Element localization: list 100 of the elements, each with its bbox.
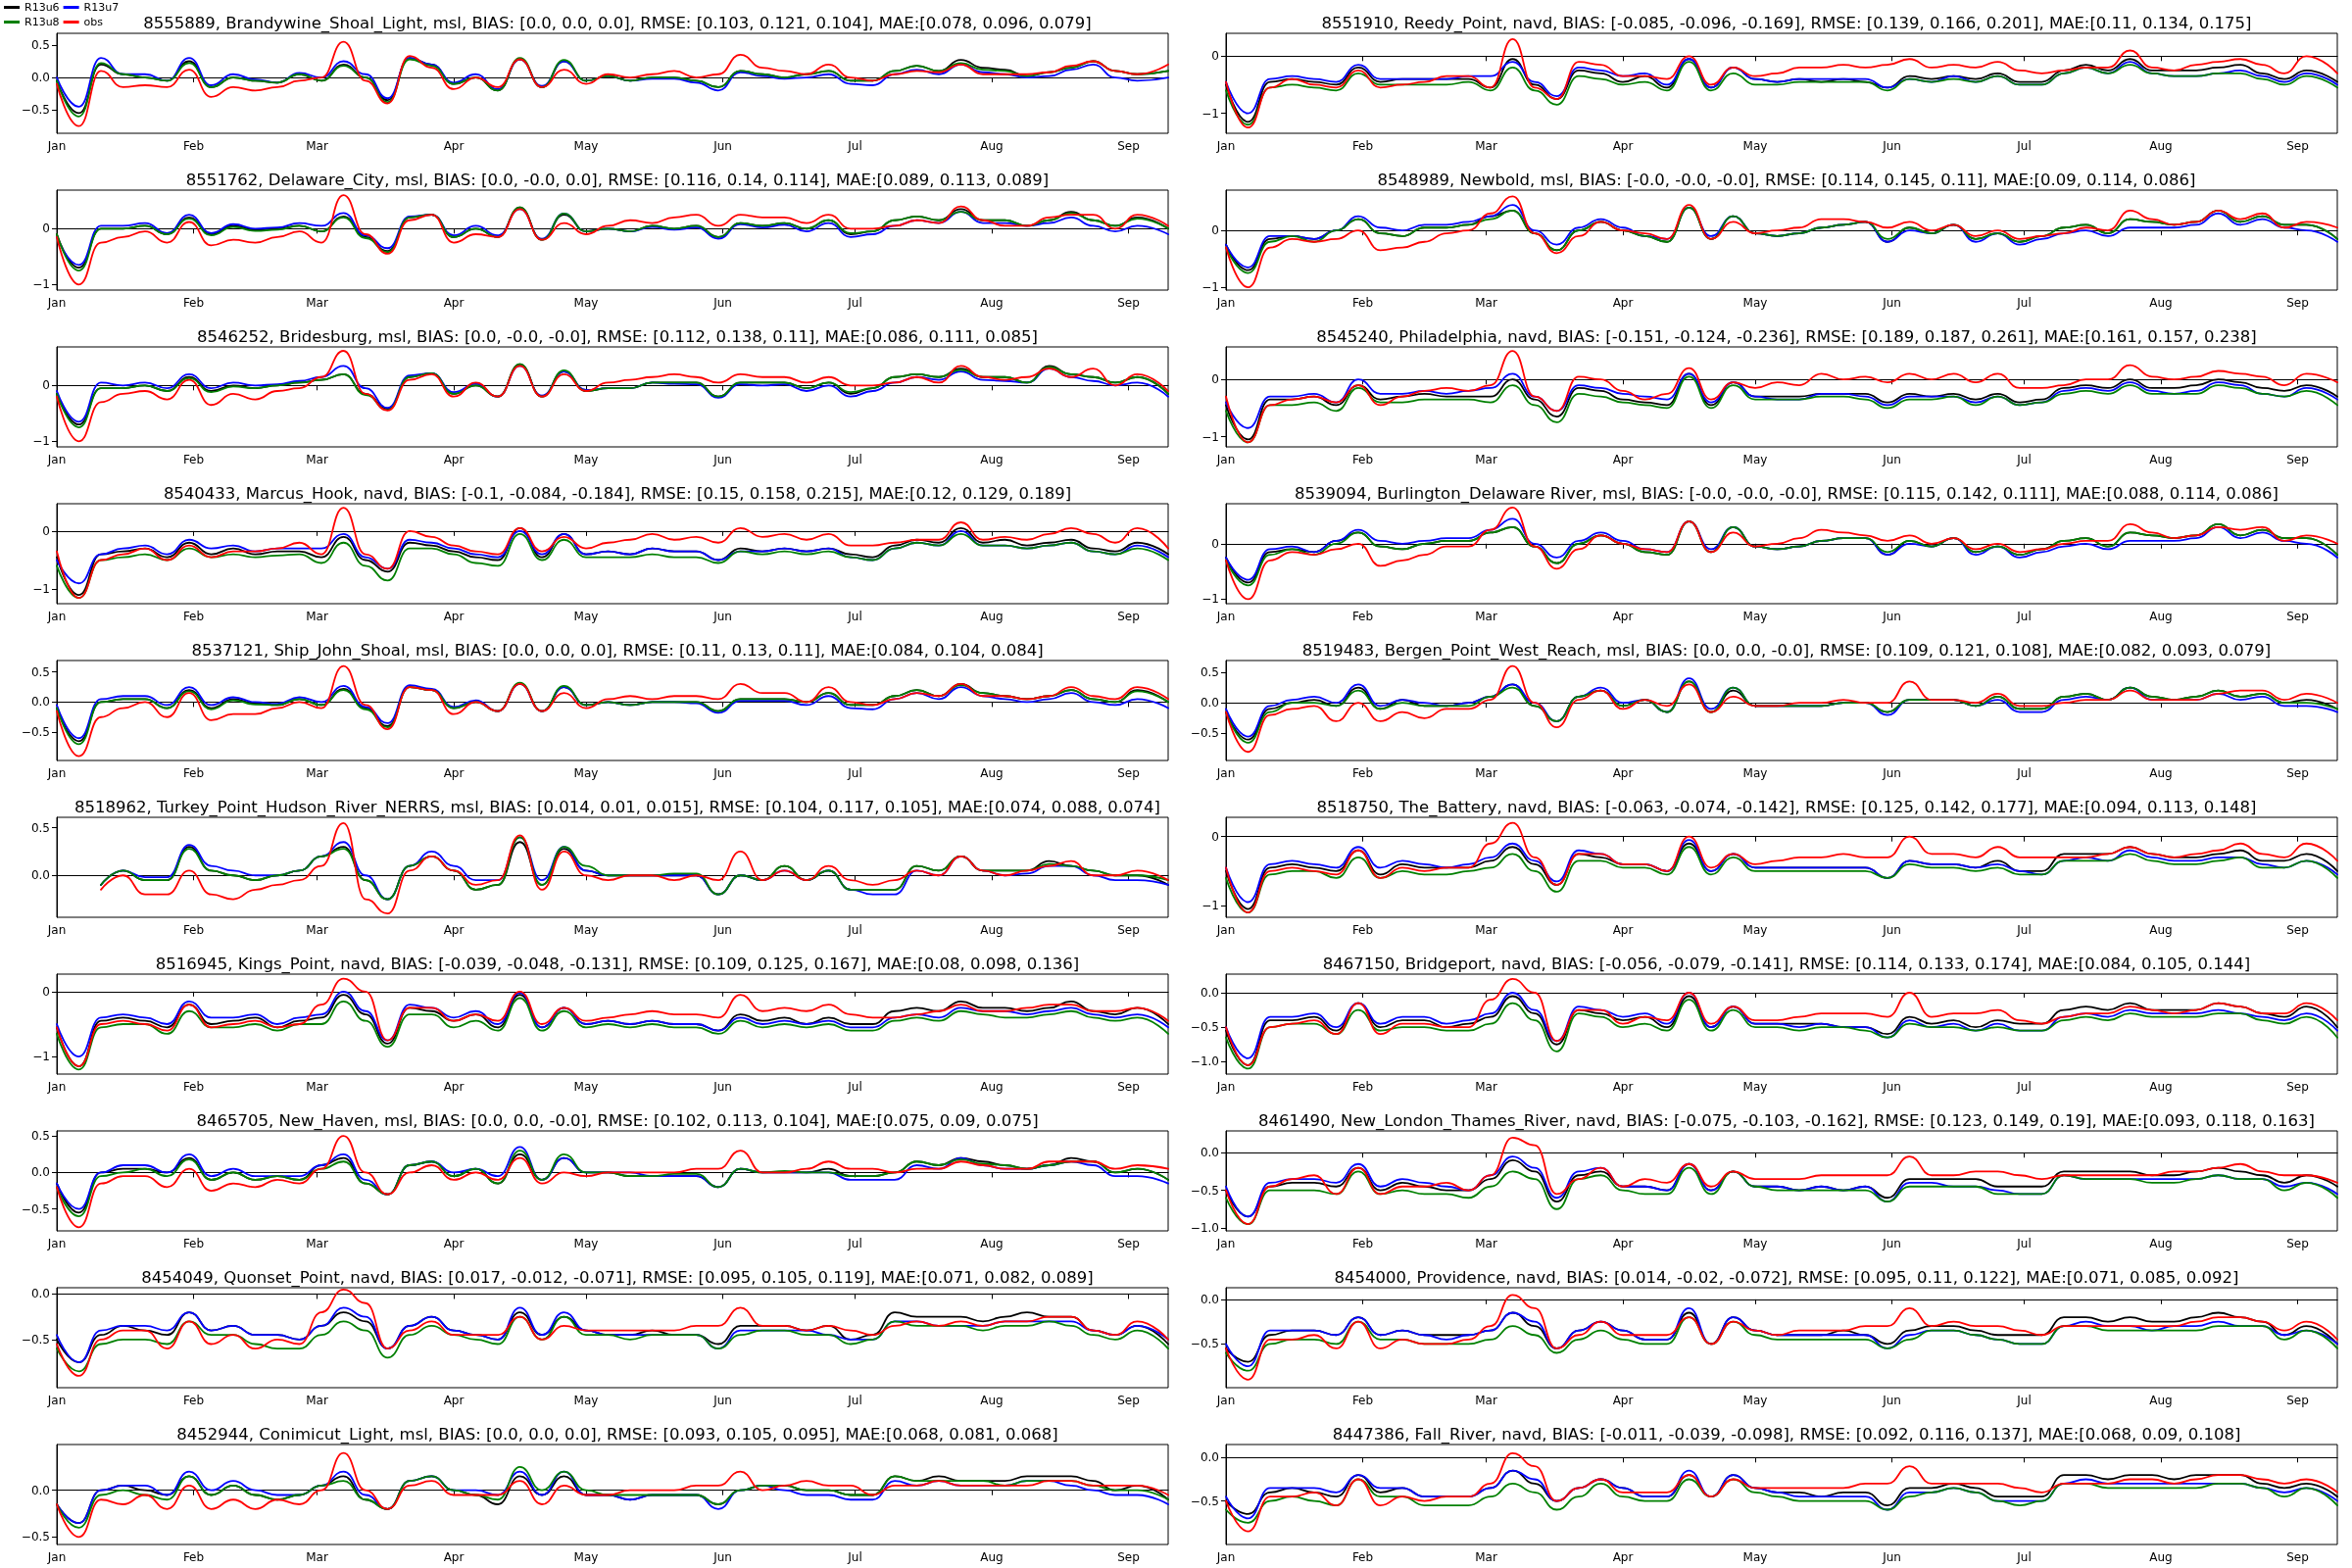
x-tick-label: Jul [2016, 1237, 2032, 1250]
x-tick-label: Jul [847, 1550, 862, 1564]
x-tick-label: Apr [443, 766, 465, 780]
y-tick-label: −1.0 [1190, 1220, 1219, 1235]
y-tick-label: 0.0 [30, 868, 50, 883]
x-tick-label: May [1742, 296, 1768, 310]
y-tick-label: 0.0 [30, 1483, 50, 1497]
x-tick-label: May [1742, 1394, 1768, 1407]
y-tick-label: 0 [42, 984, 50, 999]
x-tick-label: Feb [1351, 1080, 1374, 1094]
x-tick-label: May [1742, 923, 1768, 937]
x-tick-label: Jun [1882, 766, 1901, 780]
y-tick-label: 0 [1211, 49, 1219, 64]
x-tick-label: Jun [712, 766, 732, 780]
x-tick-label: Mar [306, 923, 328, 937]
y-tick-label: 0.0 [30, 1287, 50, 1301]
chart-title: 8454049, Quonset_Point, navd, BIAS: [0.017, -0.012, -0.071], RMSE: [0.095, 0.105, 0.119], MAE:[0.071, 0.082, 0.089] [141, 1268, 1094, 1288]
x-tick-label: Sep [1117, 139, 1140, 153]
x-tick-label: Apr [443, 139, 465, 153]
y-tick-label: −0.5 [1190, 1020, 1219, 1035]
y-tick-label: 0.0 [1200, 1450, 1219, 1465]
x-tick-label: May [1742, 1237, 1768, 1250]
x-tick-label: Sep [2286, 1394, 2309, 1407]
chart-title: 8555889, Brandywine_Shoal_Light, msl, BIAS: [0.0, 0.0, 0.0], RMSE: [0.103, 0.121, 0.104], MAE:[0.078, 0.096, 0.079] [143, 14, 1092, 33]
x-tick-label: Jan [46, 139, 67, 153]
x-tick-label: Aug [980, 610, 1004, 623]
x-tick-label: Mar [306, 453, 328, 466]
y-tick-label: −0.5 [21, 1530, 50, 1544]
x-tick-label: Mar [306, 1237, 328, 1250]
y-tick-label: 0.0 [30, 695, 50, 710]
x-tick-label: Feb [182, 296, 205, 310]
x-tick-label: Apr [1612, 1550, 1634, 1564]
x-tick-label: Jun [712, 1394, 732, 1407]
x-tick-label: Jun [712, 453, 732, 466]
chart-title: 8546252, Bridesburg, msl, BIAS: [0.0, -0.0, -0.0], RMSE: [0.112, 0.138, 0.11], MAE:[0.086, 0.111, 0.085] [197, 327, 1038, 346]
x-tick-label: Jun [1882, 453, 1901, 466]
y-tick-label: −1.0 [1190, 1054, 1219, 1069]
x-tick-label: Jan [1215, 139, 1236, 153]
x-tick-label: Jun [1882, 1550, 1901, 1564]
x-tick-label: Jan [1215, 766, 1236, 780]
x-tick-label: Mar [1475, 766, 1497, 780]
x-tick-label: Jan [1215, 1550, 1236, 1564]
x-tick-label: Apr [443, 453, 465, 466]
x-tick-label: Jan [46, 610, 67, 623]
chart-title: 8537121, Ship_John_Shoal, msl, BIAS: [0.0, 0.0, 0.0], RMSE: [0.11, 0.13, 0.11], MAE:[0.084, 0.104, 0.084] [191, 641, 1044, 661]
chart-title: 8551910, Reedy_Point, navd, BIAS: [-0.085, -0.096, -0.169], RMSE: [0.139, 0.166, 0.201], MAE:[0.11, 0.134, 0.175] [1321, 14, 2252, 33]
x-tick-label: Mar [1475, 1394, 1497, 1407]
x-tick-label: Aug [2149, 139, 2173, 153]
x-tick-label: Jun [712, 139, 732, 153]
chart-title: 8518750, The_Battery, navd, BIAS: [-0.063, -0.074, -0.142], RMSE: [0.125, 0.142, 0.177], MAE:[0.094, 0.113, 0.148] [1316, 798, 2257, 817]
y-tick-label: −0.5 [21, 1201, 50, 1216]
x-tick-label: Jul [2016, 610, 2032, 623]
x-tick-label: Mar [306, 1080, 328, 1094]
x-tick-label: Apr [443, 1394, 465, 1407]
y-tick-label: 0.5 [30, 820, 50, 835]
x-tick-label: Jun [1882, 1237, 1901, 1250]
x-tick-label: Jul [847, 766, 862, 780]
y-tick-label: −1 [32, 277, 50, 292]
x-tick-label: Mar [1475, 139, 1497, 153]
y-tick-label: 0 [42, 378, 50, 393]
x-tick-label: Mar [306, 610, 328, 623]
x-tick-label: Sep [1117, 1394, 1140, 1407]
x-tick-label: Feb [1351, 453, 1374, 466]
x-tick-label: Feb [182, 1394, 205, 1407]
x-tick-label: Sep [1117, 766, 1140, 780]
x-tick-label: Jan [46, 766, 67, 780]
x-tick-label: Aug [2149, 923, 2173, 937]
x-tick-label: Apr [1612, 1237, 1634, 1250]
x-tick-label: Jul [2016, 139, 2032, 153]
x-tick-label: Apr [443, 610, 465, 623]
legend-label: obs [83, 16, 104, 28]
x-tick-label: Jun [712, 1550, 732, 1564]
chart-title: 8465705, New_Haven, msl, BIAS: [0.0, 0.0, -0.0], RMSE: [0.102, 0.113, 0.104], MAE:[0.075, 0.09, 0.075] [196, 1111, 1039, 1131]
y-tick-label: 0 [1211, 372, 1219, 387]
x-tick-label: Jul [847, 1237, 862, 1250]
x-tick-label: Aug [980, 453, 1004, 466]
x-tick-label: Feb [182, 610, 205, 623]
chart-title: 8467150, Bridgeport, navd, BIAS: [-0.056, -0.079, -0.141], RMSE: [0.114, 0.133, 0.174], MAE:[0.084, 0.105, 0.144] [1322, 955, 2251, 973]
x-tick-label: Apr [1612, 1080, 1634, 1094]
x-tick-label: Sep [1117, 1550, 1140, 1564]
x-tick-label: Jan [46, 1080, 67, 1094]
y-tick-label: 0 [1211, 536, 1219, 551]
chart-title: 8540433, Marcus_Hook, navd, BIAS: [-0.1, -0.084, -0.184], RMSE: [0.15, 0.158, 0.215], MAE:[0.12, 0.129, 0.189] [163, 484, 1072, 504]
x-tick-label: Aug [2149, 296, 2173, 310]
chart-title: 8452944, Conimicut_Light, msl, BIAS: [0.0, 0.0, 0.0], RMSE: [0.093, 0.105, 0.095], MAE:[0.068, 0.081, 0.068] [176, 1425, 1058, 1445]
x-tick-label: Feb [1351, 923, 1374, 937]
x-tick-label: Mar [1475, 1550, 1497, 1564]
x-tick-label: Aug [2149, 1237, 2173, 1250]
x-tick-label: Aug [2149, 1394, 2173, 1407]
x-tick-label: Feb [1351, 1237, 1374, 1250]
x-tick-label: Apr [443, 296, 465, 310]
y-tick-label: 0.0 [1200, 696, 1219, 710]
chart-title: 8518962, Turkey_Point_Hudson_River_NERRS, msl, BIAS: [0.014, 0.01, 0.015], RMSE: [0.104, 0.117, 0.105], MAE:[0.074, 0.088, 0.074] [74, 798, 1161, 817]
x-tick-label: Sep [2286, 1080, 2309, 1094]
x-tick-label: May [573, 139, 599, 153]
x-tick-label: Jan [1215, 610, 1236, 623]
x-tick-label: Jul [2016, 1394, 2032, 1407]
x-tick-label: Jun [712, 1080, 732, 1094]
y-tick-label: 0 [42, 523, 50, 538]
x-tick-label: Sep [2286, 923, 2309, 937]
